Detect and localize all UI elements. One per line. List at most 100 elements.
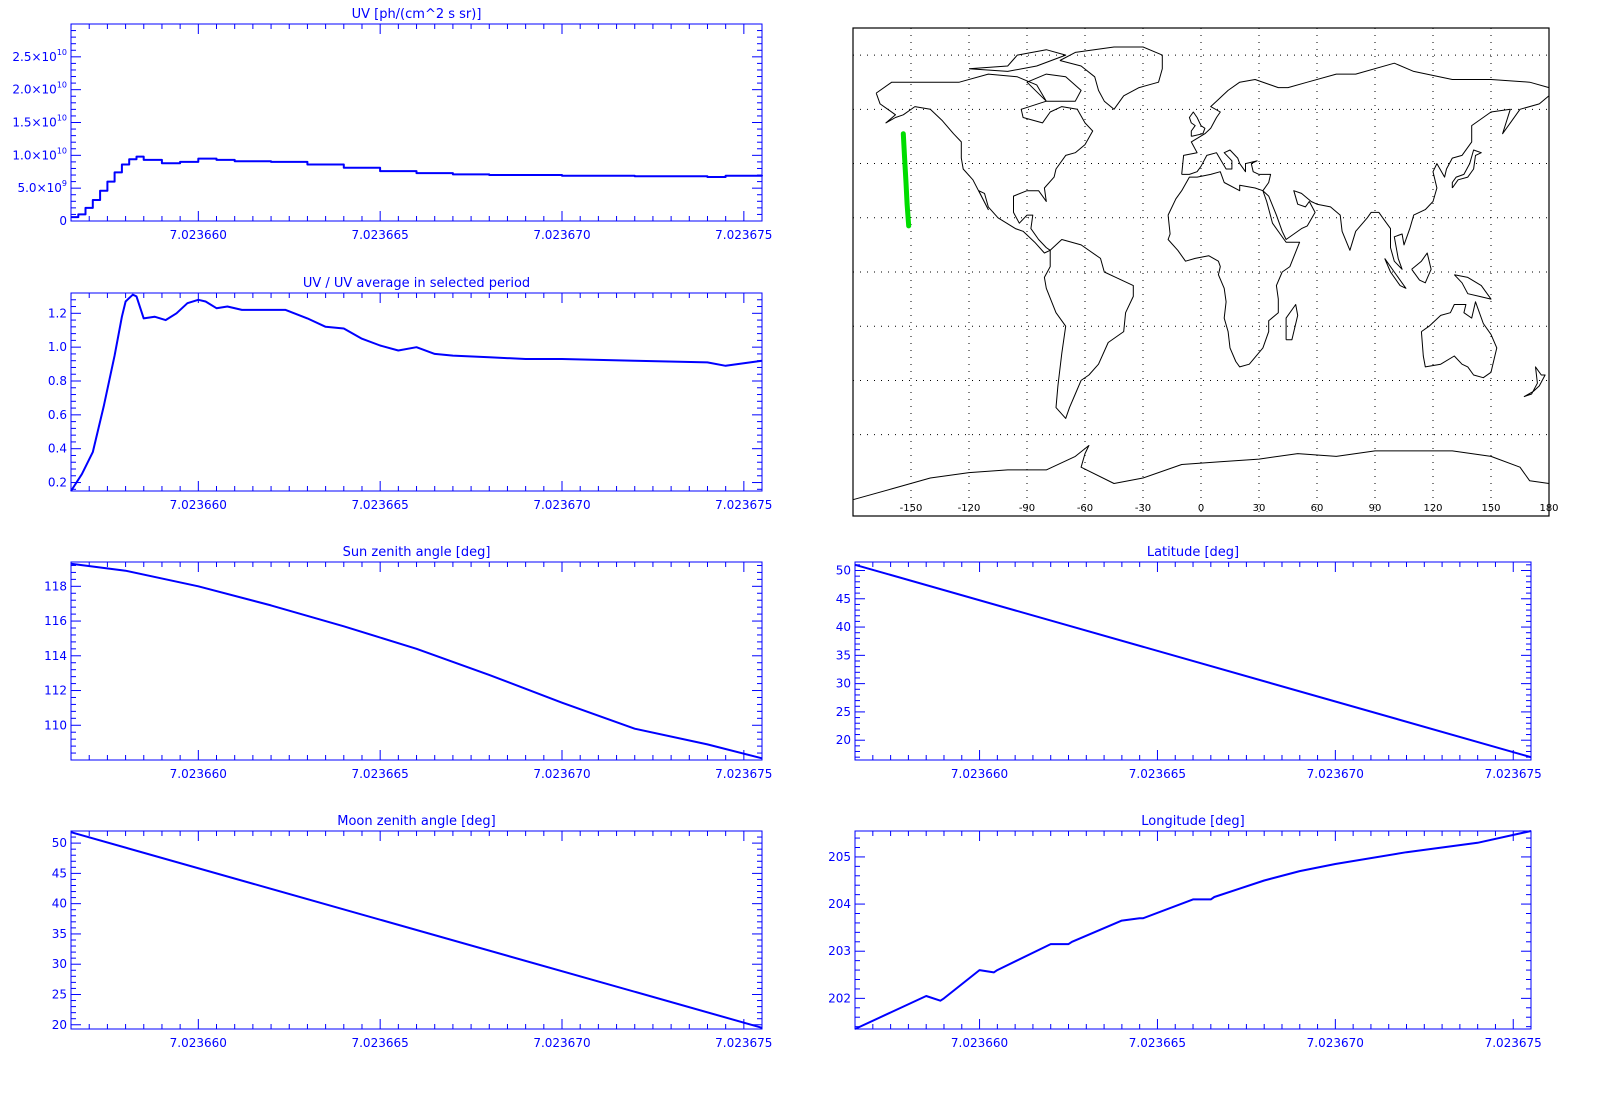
x-tick-label: 7.023670 <box>533 498 590 512</box>
chart-title: Latitude [deg] <box>1147 545 1239 560</box>
chart-title: UV [ph/(cm^2 s sr)] <box>352 7 482 22</box>
y-tick-label: 118 <box>44 579 67 593</box>
y-tick-label: 1.0×1010 <box>12 146 67 162</box>
coastline-antarctica <box>852 445 1550 501</box>
coastline-arctic-islands <box>968 49 1067 72</box>
y-tick-label: 20 <box>52 1018 67 1032</box>
map-lon-label: -60 <box>1077 503 1093 514</box>
y-tick-label: 2.0×1010 <box>12 81 67 97</box>
y-tick-label: 5.0×109 <box>17 179 67 195</box>
y-tick-label: 1.2 <box>48 306 67 320</box>
coastline-sumatra <box>1384 258 1407 289</box>
x-tick-label: 7.023660 <box>170 1036 227 1050</box>
coastline-south-america <box>1043 239 1134 419</box>
map-lon-label: -120 <box>958 503 981 514</box>
map-lon-label: 0 <box>1198 503 1204 514</box>
x-tick-label: 7.023665 <box>351 767 408 781</box>
x-tick-label: 7.023670 <box>1307 767 1364 781</box>
y-tick-label: 204 <box>828 897 851 911</box>
x-tick-label: 7.023665 <box>351 228 408 242</box>
y-tick-label: 1.5×1010 <box>12 114 67 130</box>
y-tick-label: 45 <box>52 866 67 880</box>
y-tick-label: 0.4 <box>48 442 67 456</box>
plot-frame <box>854 830 1532 1030</box>
chart-title: Longitude [deg] <box>1141 814 1244 829</box>
x-tick-label: 7.023670 <box>1307 1036 1364 1050</box>
chart-panel-latitude: Latitude [deg] 7.023660 7.023665 7.023670 7.… <box>836 545 1542 781</box>
y-tick-label: 30 <box>836 677 851 691</box>
y-tick-label: 35 <box>52 927 67 941</box>
chart-title: Moon zenith angle [deg] <box>337 814 495 829</box>
plot-frame <box>70 561 763 761</box>
x-tick-label: 7.023675 <box>1485 767 1542 781</box>
chart-panel-longitude: Longitude [deg] 7.023660 7.023665 7.023670 7… <box>828 814 1542 1050</box>
y-tick-label: 25 <box>52 987 67 1001</box>
x-tick-label: 7.023665 <box>1129 1036 1186 1050</box>
map-lon-label: -150 <box>900 503 923 514</box>
map-lon-label: -90 <box>1019 503 1035 514</box>
y-tick-label: 0 <box>59 214 67 228</box>
map-lon-label: 120 <box>1423 503 1442 514</box>
map-frame <box>852 27 1550 517</box>
x-tick-label: 7.023660 <box>170 498 227 512</box>
series-line <box>70 562 763 760</box>
x-tick-label: 7.023675 <box>1485 1036 1542 1050</box>
series-line <box>70 293 763 492</box>
map-lon-label: -30 <box>1135 503 1151 514</box>
y-tick-label: 25 <box>836 705 851 719</box>
y-tick-label: 0.8 <box>48 374 67 388</box>
y-tick-label: 205 <box>828 850 851 864</box>
x-tick-label: 7.023675 <box>715 1036 772 1050</box>
y-tick-label: 40 <box>52 897 67 911</box>
y-tick-label: 2.5×1010 <box>12 48 67 64</box>
y-tick-label: 203 <box>828 944 851 958</box>
coastline-africa <box>1167 171 1301 368</box>
coastline-new-zealand <box>1523 366 1546 398</box>
coastline-britain <box>1188 111 1206 137</box>
y-tick-label: 0.2 <box>48 476 67 490</box>
map-lon-label: 180 <box>1539 503 1558 514</box>
chart-panel-moon-zenith: Moon zenith angle [deg] 7.023660 7.023665 7… <box>52 814 773 1050</box>
map-lon-label: 90 <box>1369 503 1382 514</box>
y-tick-label: 110 <box>44 718 67 732</box>
chart-panel-uv: UV [ph/(cm^2 s sr)] 7.023660 7.023665 7.023… <box>12 7 772 242</box>
y-tick-label: 40 <box>836 620 851 634</box>
y-tick-label: 114 <box>44 649 67 663</box>
x-tick-label: 7.023660 <box>170 228 227 242</box>
coastline-japan <box>1451 149 1482 189</box>
coastline-north-america <box>875 73 1094 254</box>
plot-frame <box>70 292 763 492</box>
y-tick-label: 30 <box>52 957 67 971</box>
x-tick-label: 7.023670 <box>533 228 590 242</box>
x-tick-label: 7.023675 <box>715 498 772 512</box>
y-tick-label: 116 <box>44 614 67 628</box>
satellite-track <box>900 131 912 229</box>
y-tick-label: 202 <box>828 991 851 1005</box>
y-tick-label: 35 <box>836 648 851 662</box>
series-line <box>71 155 763 219</box>
chart-title: Sun zenith angle [deg] <box>343 545 491 560</box>
coastline-madagascar <box>1285 304 1299 341</box>
y-tick-label: 50 <box>836 563 851 577</box>
map-lon-label: 30 <box>1253 503 1266 514</box>
coastline-eurasia <box>1181 62 1550 270</box>
x-tick-label: 7.023670 <box>533 1036 590 1050</box>
y-tick-label: 20 <box>836 733 851 747</box>
series-line <box>854 563 1532 759</box>
coastline-greenland <box>1059 46 1163 110</box>
chart-panel-uv-ratio: UV / UV average in selected period 7.0236… <box>48 276 773 512</box>
world-map-panel: -150 -120 -90 -60 -30 0 30 60 90 120 150 180 <box>852 27 1559 517</box>
x-tick-label: 7.023665 <box>1129 767 1186 781</box>
chart-panel-sun-zenith: Sun zenith angle [deg] 7.023660 7.023665 7.… <box>44 545 772 781</box>
x-tick-label: 7.023675 <box>715 228 772 242</box>
x-tick-label: 7.023670 <box>533 767 590 781</box>
y-tick-label: 112 <box>44 684 67 698</box>
series-line <box>854 830 1532 1030</box>
map-lon-label: 60 <box>1311 503 1324 514</box>
coastline-baffin <box>1026 73 1082 102</box>
chart-title: UV / UV average in selected period <box>303 276 530 291</box>
plot-frame <box>70 23 763 222</box>
map-lon-label: 150 <box>1481 503 1500 514</box>
y-tick-label: 0.6 <box>48 408 67 422</box>
coastline-australia <box>1420 301 1498 379</box>
